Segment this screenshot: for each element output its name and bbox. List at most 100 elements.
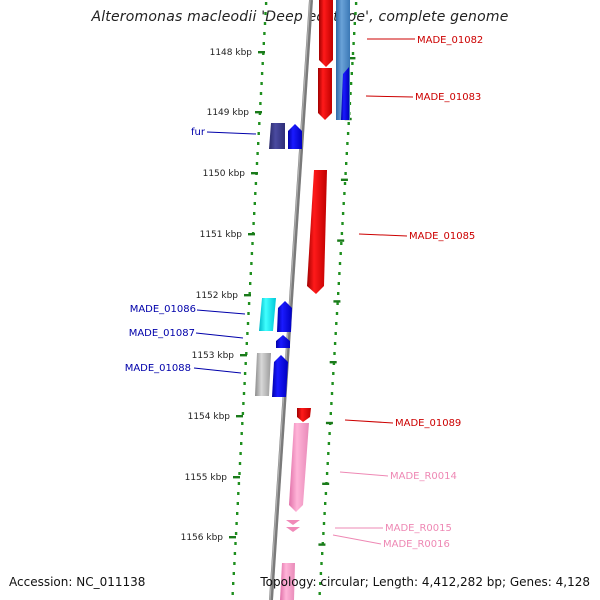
- gene-made-01082[interactable]: [319, 0, 333, 67]
- guide-dot: [346, 142, 349, 145]
- guide-dot: [353, 22, 356, 25]
- guide-dot: [343, 182, 347, 185]
- forward-genes: [280, 0, 350, 600]
- guide-dot: [253, 202, 256, 205]
- guide-dot: [344, 172, 347, 175]
- label-made-01085[interactable]: MADE_01085: [409, 231, 475, 242]
- guide-dot: [264, 2, 268, 5]
- guide-dot: [233, 562, 236, 565]
- guide-dot: [351, 62, 354, 65]
- guide-dot: [257, 132, 260, 135]
- guide-dot: [349, 92, 352, 95]
- guide-dot: [321, 552, 324, 555]
- guide-dot: [264, 12, 267, 15]
- guide-dot: [349, 82, 353, 85]
- guide-dot: [262, 52, 265, 55]
- rna-bottom-partial[interactable]: [280, 563, 295, 600]
- guide-dot: [235, 522, 238, 525]
- guide-dot: [322, 532, 325, 535]
- gene-made-01088-gray[interactable]: [255, 353, 271, 396]
- guide-dot: [238, 462, 242, 465]
- rna-made-r0016[interactable]: [286, 527, 300, 532]
- gene-made-01089[interactable]: [297, 408, 311, 422]
- gene-made-01086-cyan[interactable]: [259, 298, 276, 331]
- scale-tick: [251, 172, 258, 175]
- scale-tick: [337, 239, 345, 242]
- label-made-r0015[interactable]: MADE_R0015: [385, 523, 452, 534]
- topology-info: Topology: circular; Length: 4,412,282 bp…: [260, 575, 590, 589]
- guide-dot: [330, 402, 333, 405]
- gene-made-01083-blue[interactable]: [341, 67, 349, 120]
- genome-backbone: [269, 0, 313, 600]
- gene-fur-partner[interactable]: [269, 123, 285, 149]
- scale-tick-label: 1155 kbp: [185, 473, 228, 483]
- label-made-01086[interactable]: MADE_01086: [130, 304, 196, 315]
- scale-tick: [329, 361, 337, 364]
- guide-dot: [354, 12, 357, 15]
- genome-backbone-highlight: [269, 0, 311, 600]
- guide-dot: [354, 2, 358, 5]
- gene-made-01088[interactable]: [272, 355, 288, 397]
- scale-tick-label: 1156 kbp: [181, 533, 224, 543]
- guide-dot: [259, 102, 262, 105]
- scale-tick: [229, 536, 236, 539]
- guide-dot: [337, 292, 340, 295]
- gene-made-01087[interactable]: [276, 335, 290, 348]
- label-made-01088[interactable]: MADE_01088: [125, 363, 191, 374]
- scale-tick: [236, 415, 243, 418]
- scale-tick: [258, 51, 265, 54]
- guide-dot: [239, 452, 242, 455]
- guide-dot: [262, 42, 265, 45]
- guide-dot: [330, 392, 334, 395]
- label-made-01089[interactable]: MADE_01089: [395, 418, 461, 429]
- guide-dot: [256, 152, 259, 155]
- scale-tick: [248, 233, 255, 236]
- guide-dot: [340, 232, 344, 235]
- guide-dot: [341, 212, 345, 215]
- gene-labels-left: fur MADE_01086 MADE_01087 MADE_01088: [125, 127, 206, 374]
- guide-dot: [327, 442, 331, 445]
- guide-dot: [242, 392, 246, 395]
- scale-ticks-left: 1148 kbp 1149 kbp 1150 kbp 1151 kbp 1152 kbp…: [181, 48, 265, 543]
- guide-dot: [332, 372, 335, 375]
- guide-dot: [242, 402, 245, 405]
- guide-dot: [258, 122, 261, 125]
- guide-dot: [232, 582, 235, 585]
- guide-dot: [334, 332, 337, 335]
- gene-made-01083[interactable]: [318, 68, 332, 120]
- guide-dot: [245, 342, 248, 345]
- guide-dot: [329, 412, 332, 415]
- scale-tick-label: 1152 kbp: [196, 291, 239, 301]
- guide-dot: [247, 302, 251, 305]
- label-made-01082[interactable]: MADE_01082: [417, 35, 483, 46]
- guide-dot: [252, 222, 255, 225]
- guide-dot: [331, 382, 334, 385]
- guide-dot: [251, 242, 254, 245]
- guide-dot: [319, 582, 322, 585]
- guide-dot: [238, 472, 241, 475]
- gene-fur[interactable]: [288, 124, 302, 149]
- guide-dot: [250, 252, 254, 255]
- gene-made-01085[interactable]: [307, 170, 327, 294]
- guide-dot: [255, 162, 259, 165]
- label-made-01087[interactable]: MADE_01087: [129, 328, 195, 339]
- guide-dot: [350, 72, 353, 75]
- label-made-r0016[interactable]: MADE_R0016: [383, 539, 450, 550]
- rna-made-r0015[interactable]: [286, 520, 300, 525]
- guide-dot: [324, 502, 327, 505]
- scale-tick-label: 1148 kbp: [210, 48, 253, 58]
- guide-dot: [333, 342, 337, 345]
- guide-dot: [343, 192, 346, 195]
- label-fur[interactable]: fur: [191, 127, 206, 138]
- guide-dot: [247, 312, 250, 315]
- gene-made-01086[interactable]: [277, 301, 292, 332]
- guide-dot: [237, 492, 240, 495]
- guide-dot: [244, 362, 247, 365]
- guide-dot: [263, 32, 266, 35]
- guide-dot: [335, 312, 339, 315]
- label-made-r0014[interactable]: MADE_R0014: [390, 471, 457, 482]
- guide-dot: [326, 462, 329, 465]
- label-made-01083[interactable]: MADE_01083: [415, 92, 481, 103]
- rna-made-r0014[interactable]: [289, 423, 309, 512]
